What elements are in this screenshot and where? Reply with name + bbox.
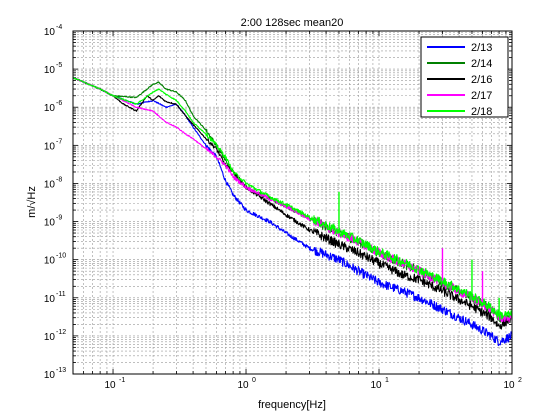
- legend-label: 2/18: [471, 106, 492, 118]
- x-tick-label: 10: [503, 380, 515, 391]
- legend-label: 2/17: [471, 90, 492, 102]
- y-tick-exponent: -10: [56, 253, 66, 260]
- y-tick-exponent: -7: [56, 138, 62, 145]
- x-tick-labels: 10 -1 10 0 10 1 10 2: [104, 377, 522, 391]
- y-tick-label: 10: [44, 103, 56, 114]
- x-tick-label: 10: [370, 380, 382, 391]
- legend-label: 2/14: [471, 58, 492, 70]
- y-tick-labels: 10-1310-1210-1110-1010-910-810-710-610-5…: [44, 24, 66, 381]
- series-line-2/13: [72, 77, 513, 347]
- y-tick-exponent: -13: [56, 367, 66, 374]
- x-tick-exponent: 0: [252, 377, 256, 384]
- legend-label: 2/13: [471, 42, 492, 54]
- series-lines: [72, 76, 513, 347]
- y-tick-label: 10: [44, 332, 56, 343]
- y-tick-label: 10: [44, 141, 56, 152]
- chart-title: 2:00 128sec mean20: [241, 17, 344, 29]
- x-tick-exponent: -1: [119, 377, 125, 384]
- legend-label: 2/16: [471, 74, 492, 86]
- y-tick-exponent: -6: [56, 100, 62, 107]
- y-tick-label: 10: [44, 179, 56, 190]
- y-tick-label: 10: [44, 218, 56, 229]
- series-line-2/18: [72, 76, 513, 320]
- y-tick-exponent: -5: [56, 62, 62, 69]
- y-tick-exponent: -4: [56, 24, 62, 31]
- y-tick-label: 10: [44, 65, 56, 76]
- plot-frame: [72, 30, 513, 375]
- x-tick-label: 10: [237, 380, 249, 391]
- y-tick-exponent: -9: [56, 215, 62, 222]
- x-tick-label: 10: [104, 380, 116, 391]
- y-tick-exponent: -8: [56, 176, 62, 183]
- y-tick-exponent: -12: [56, 329, 66, 336]
- y-axis-label: m/√Hz: [26, 186, 38, 218]
- y-tick-label: 10: [44, 370, 56, 381]
- legend-box: [420, 36, 509, 118]
- y-tick-label: 10: [44, 27, 56, 38]
- y-tick-label: 10: [44, 294, 56, 305]
- y-tick-label: 10: [44, 256, 56, 267]
- y-tick-exponent: -11: [56, 291, 66, 298]
- legend: 2/13 2/14 2/16 2/17 2/18: [420, 36, 509, 118]
- x-tick-exponent: 1: [385, 377, 389, 384]
- x-axis-label: frequency[Hz]: [258, 399, 326, 411]
- x-tick-exponent: 2: [518, 377, 522, 384]
